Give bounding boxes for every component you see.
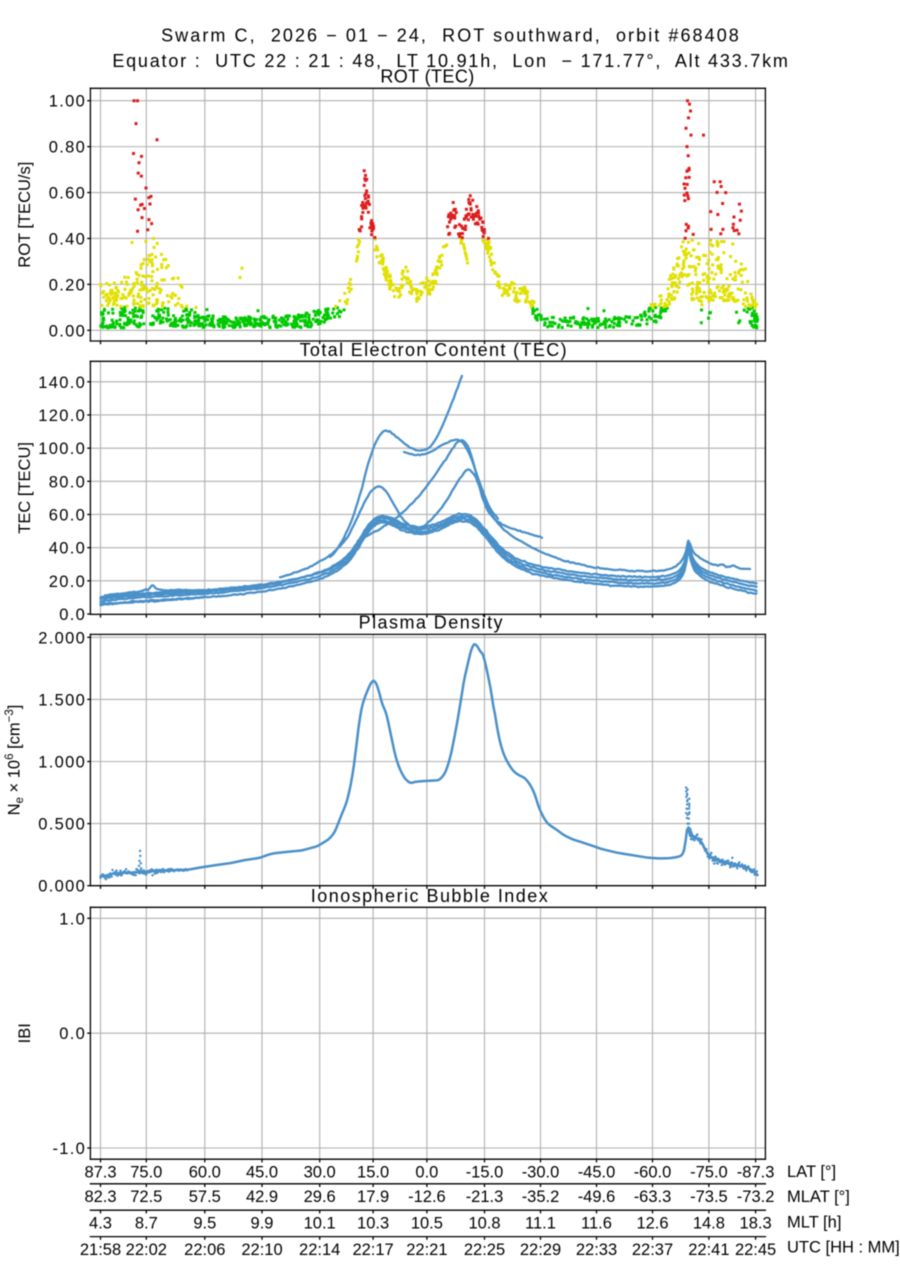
svg-text:-73.5: -73.5 [690,1188,728,1206]
svg-text:Ne × 106 [cm−3]: Ne × 106 [cm−3] [4,705,26,816]
svg-text:17.9: 17.9 [357,1188,389,1206]
svg-text:-30.0: -30.0 [522,1163,560,1181]
svg-text:22:14: 22:14 [299,1241,340,1259]
svg-text:-12.6: -12.6 [408,1188,446,1206]
svg-text:-35.2: -35.2 [522,1188,560,1206]
svg-text:0.500: 0.500 [38,816,86,834]
svg-text:1.000: 1.000 [38,753,86,771]
svg-text:2.000: 2.000 [38,629,86,647]
svg-text:30.0: 30.0 [304,1163,336,1181]
svg-text:100.0: 100.0 [38,440,86,458]
svg-text:-15.0: -15.0 [466,1163,504,1181]
svg-text:29.6: 29.6 [304,1188,336,1206]
svg-text:11.6: 11.6 [581,1214,612,1232]
svg-text:0.80: 0.80 [49,139,86,157]
svg-text:82.3: 82.3 [84,1188,116,1206]
svg-text:22:33: 22:33 [576,1241,617,1259]
svg-text:20.0: 20.0 [49,573,86,591]
svg-text:14.8: 14.8 [693,1214,725,1232]
svg-text:10.3: 10.3 [357,1214,389,1232]
svg-text:MLT [h]: MLT [h] [787,1214,841,1232]
svg-text:0.0: 0.0 [415,1163,438,1181]
svg-text:22:17: 22:17 [352,1241,393,1259]
svg-text:ROT [TECU/s]: ROT [TECU/s] [16,162,34,268]
svg-text:LAT [°]: LAT [°] [787,1163,836,1181]
svg-text:15.0: 15.0 [357,1163,389,1181]
svg-text:8.7: 8.7 [135,1214,158,1232]
svg-text:Equator : UTC 22 : 21 : 48,: Equator : UTC 22 : 21 : 48, LT 10.91h, L… [112,51,789,71]
svg-text:TEC [TECU]: TEC [TECU] [16,442,34,534]
svg-text:10.5: 10.5 [411,1214,443,1232]
svg-text:40.0: 40.0 [49,540,86,558]
svg-text:0.40: 0.40 [49,230,86,248]
svg-text:ROT (TEC): ROT (TEC) [380,67,474,87]
svg-text:60.0: 60.0 [189,1163,221,1181]
svg-text:Swarm C, 2026 − 01 − 24, ROT: Swarm C, 2026 − 01 − 24, ROT southward, … [161,26,741,46]
svg-text:-87.3: -87.3 [737,1163,775,1181]
svg-text:9.9: 9.9 [251,1214,274,1232]
svg-text:4.3: 4.3 [89,1214,112,1232]
svg-text:1.00: 1.00 [49,93,86,111]
svg-text:-75.0: -75.0 [690,1163,728,1181]
svg-text:80.0: 80.0 [49,473,86,491]
svg-text:60.0: 60.0 [49,506,86,524]
svg-text:10.8: 10.8 [468,1214,500,1232]
svg-text:IBI: IBI [16,1023,34,1043]
svg-text:45.0: 45.0 [246,1163,278,1181]
svg-text:21:58: 21:58 [80,1241,121,1259]
svg-text:72.5: 72.5 [130,1188,162,1206]
svg-text:22:29: 22:29 [520,1241,561,1259]
svg-text:42.9: 42.9 [246,1188,278,1206]
svg-text:-21.3: -21.3 [466,1188,504,1206]
svg-text:18.3: 18.3 [740,1214,772,1232]
svg-text:-63.3: -63.3 [634,1188,672,1206]
svg-text:22:10: 22:10 [241,1241,282,1259]
svg-text:0.20: 0.20 [49,276,86,294]
svg-text:1.500: 1.500 [38,691,86,709]
svg-text:0.60: 0.60 [49,185,86,203]
svg-text:22:21: 22:21 [406,1241,447,1259]
svg-text:-60.0: -60.0 [634,1163,672,1181]
svg-text:22:41: 22:41 [688,1241,729,1259]
svg-text:Plasma Density: Plasma Density [359,612,504,632]
svg-text:1.0: 1.0 [59,910,86,928]
svg-text:140.0: 140.0 [38,374,86,392]
svg-text:22:37: 22:37 [632,1241,673,1259]
svg-text:0.0: 0.0 [59,1025,86,1043]
svg-text:Ionospheric Bubble Index: Ionospheric Bubble Index [311,886,549,906]
svg-text:0.00: 0.00 [49,322,86,340]
svg-text:22:02: 22:02 [126,1241,167,1259]
svg-text:-49.6: -49.6 [578,1188,616,1206]
svg-text:10.1: 10.1 [304,1214,336,1232]
svg-text:0.000: 0.000 [38,878,86,896]
svg-text:57.5: 57.5 [189,1188,221,1206]
svg-text:22:45: 22:45 [735,1241,776,1259]
svg-text:Total Electron Content (TEC): Total Electron Content (TEC) [300,340,568,360]
svg-text:-73.2: -73.2 [737,1188,775,1206]
svg-text:11.1: 11.1 [525,1214,556,1232]
svg-text:0.0: 0.0 [59,606,86,624]
svg-text:75.0: 75.0 [130,1163,162,1181]
svg-text:UTC [HH : MM]: UTC [HH : MM] [787,1238,900,1256]
svg-text:120.0: 120.0 [38,407,86,425]
svg-text:12.6: 12.6 [636,1214,668,1232]
svg-text:MLAT [°]: MLAT [°] [787,1188,850,1206]
svg-text:22:25: 22:25 [464,1241,505,1259]
svg-text:-1.0: -1.0 [52,1140,86,1158]
svg-text:22:06: 22:06 [184,1241,225,1259]
svg-text:87.3: 87.3 [84,1163,116,1181]
svg-text:9.5: 9.5 [193,1214,216,1232]
svg-text:-45.0: -45.0 [578,1163,616,1181]
